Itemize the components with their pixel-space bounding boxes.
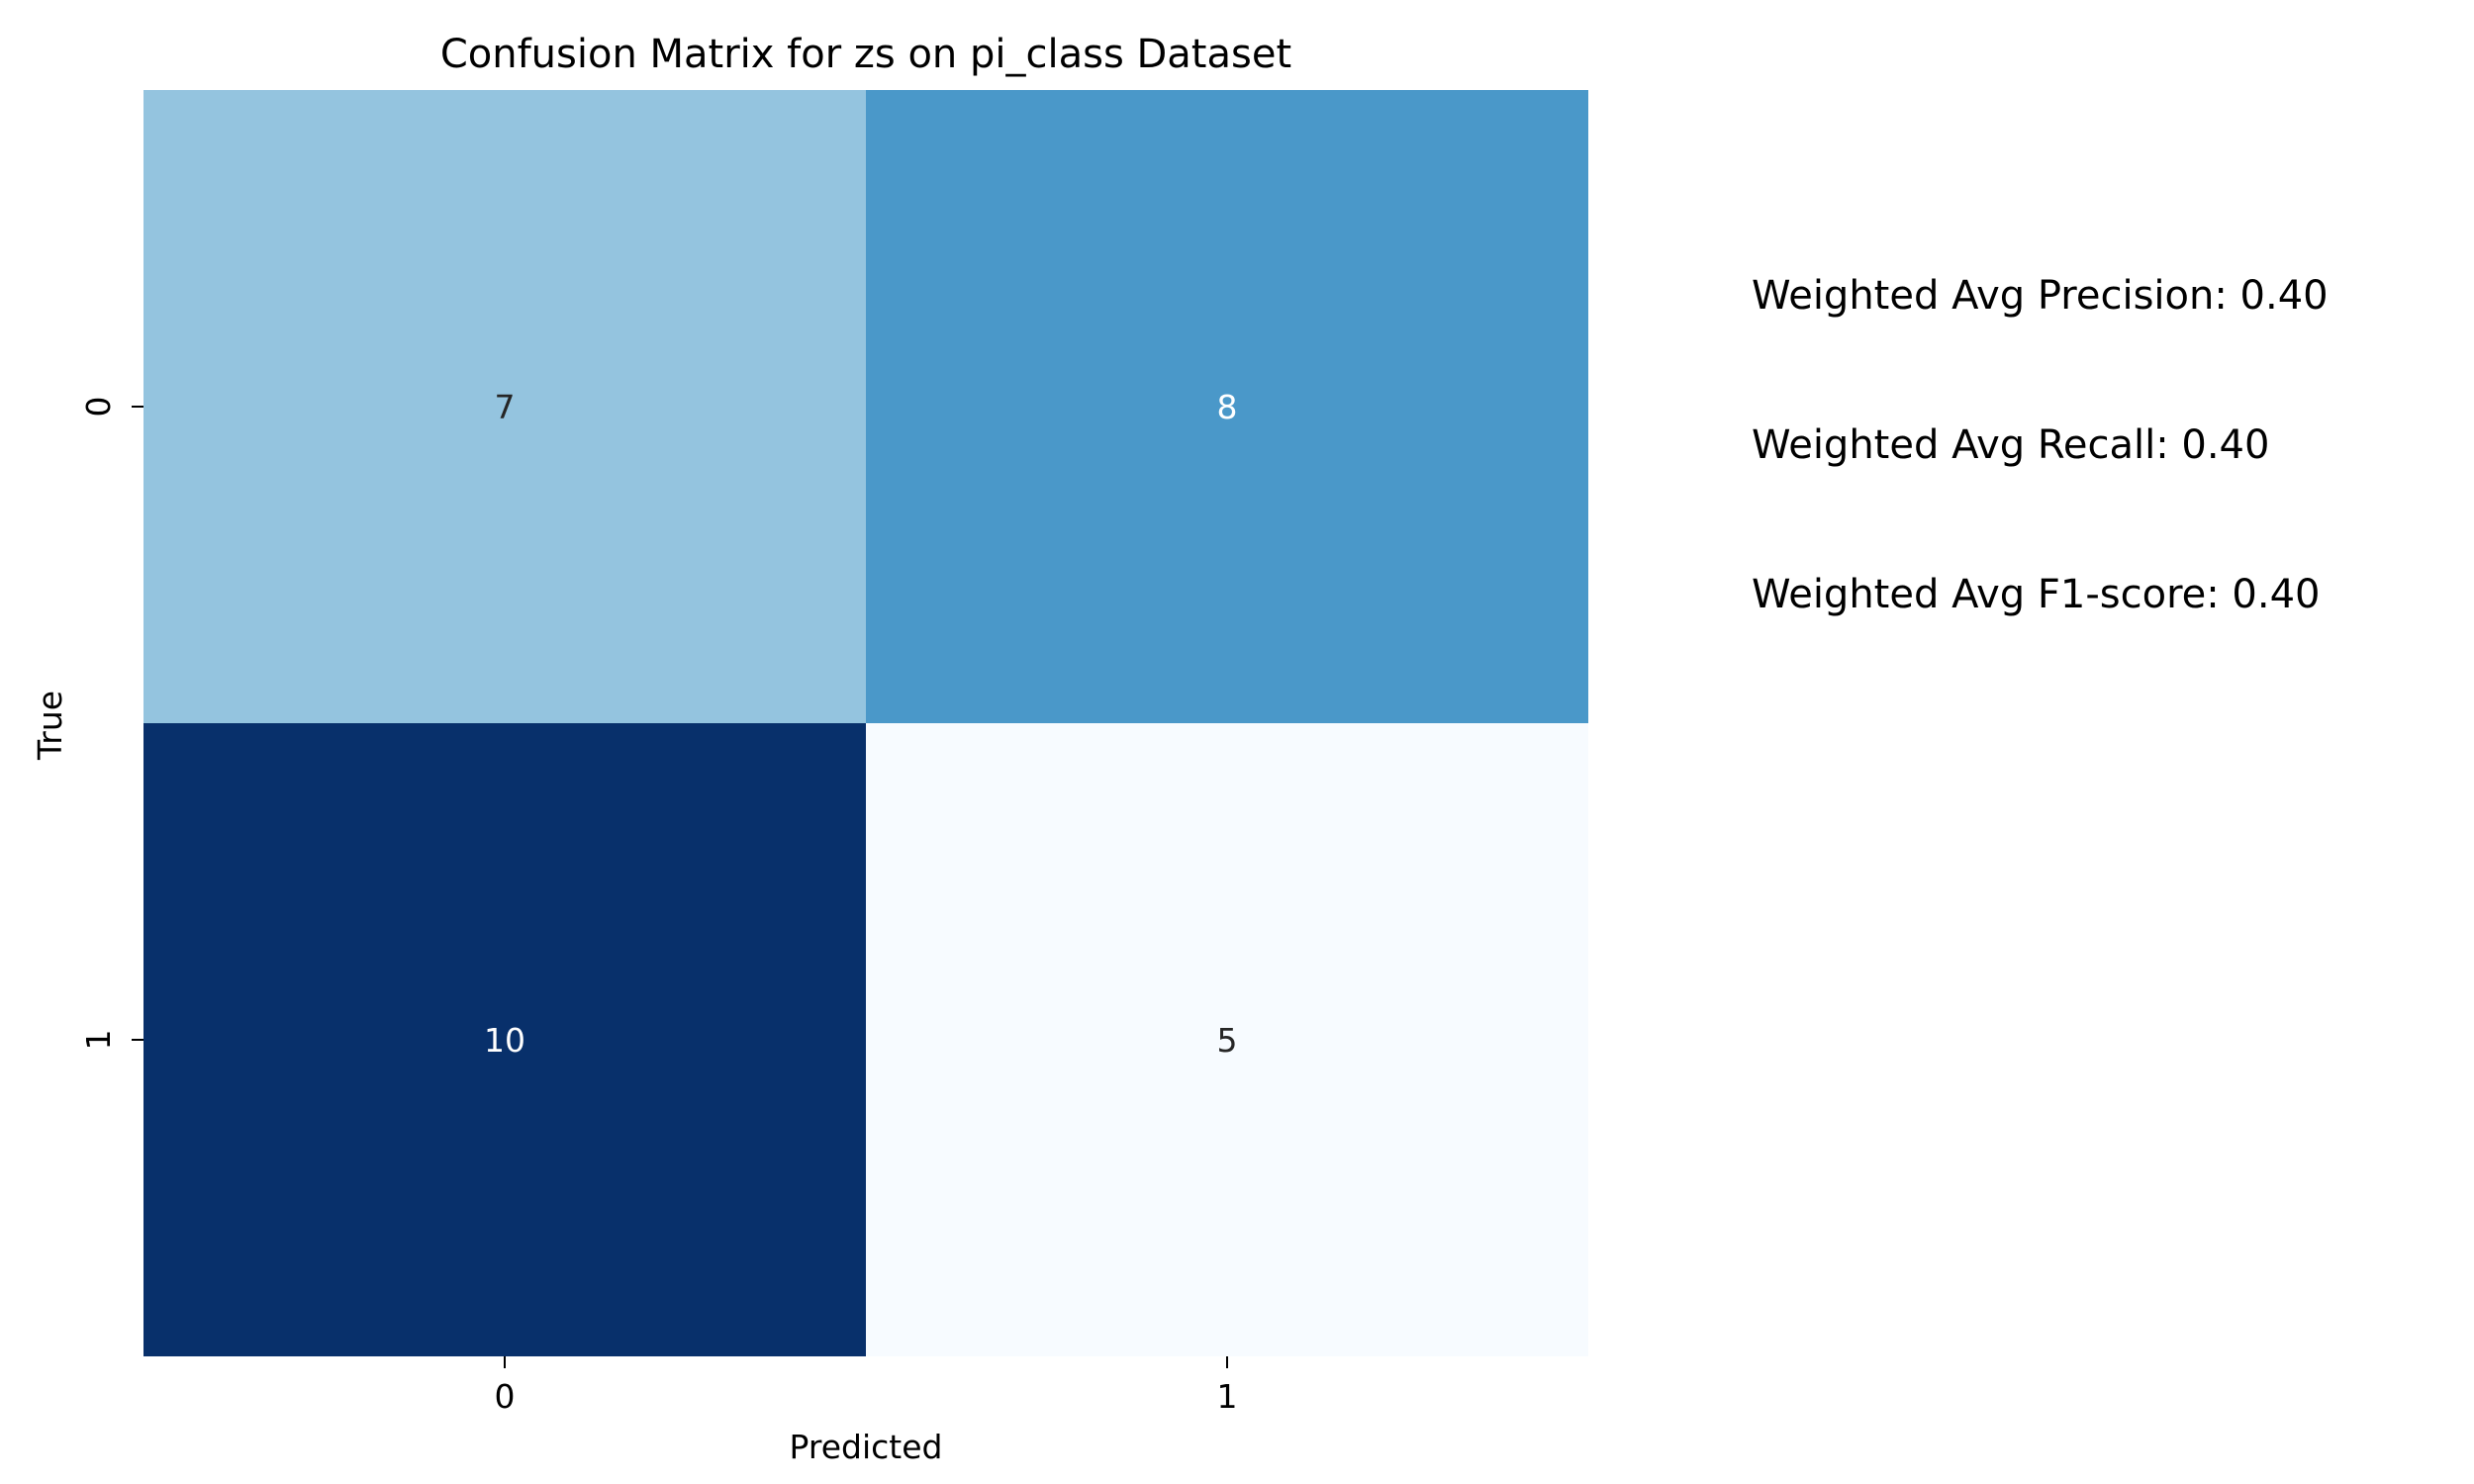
heatmap-cell <box>143 723 866 1356</box>
cell-value-label: 10 <box>484 1021 525 1060</box>
x-axis-label: Predicted <box>790 1428 943 1466</box>
heatmap-cell <box>866 90 1588 723</box>
x-tick-label: 1 <box>1217 1377 1238 1416</box>
cell-value-label: 7 <box>495 388 516 426</box>
heatmap-cell <box>866 723 1588 1356</box>
weighted-f1-text: Weighted Avg F1-score: 0.40 <box>1752 572 2321 617</box>
chart-title: Confusion Matrix for zs on pi_class Data… <box>440 32 1291 77</box>
y-tick-label: 1 <box>79 1030 118 1051</box>
cell-value-label: 8 <box>1217 388 1238 426</box>
cell-value-label: 5 <box>1217 1021 1238 1060</box>
x-tick-label: 0 <box>495 1377 516 1416</box>
y-tick-label: 0 <box>79 397 118 417</box>
y-axis-label: True <box>31 691 69 761</box>
weighted-recall-text: Weighted Avg Recall: 0.40 <box>1752 422 2270 468</box>
weighted-precision-text: Weighted Avg Precision: 0.40 <box>1752 273 2329 319</box>
heatmap-cell <box>143 90 866 723</box>
